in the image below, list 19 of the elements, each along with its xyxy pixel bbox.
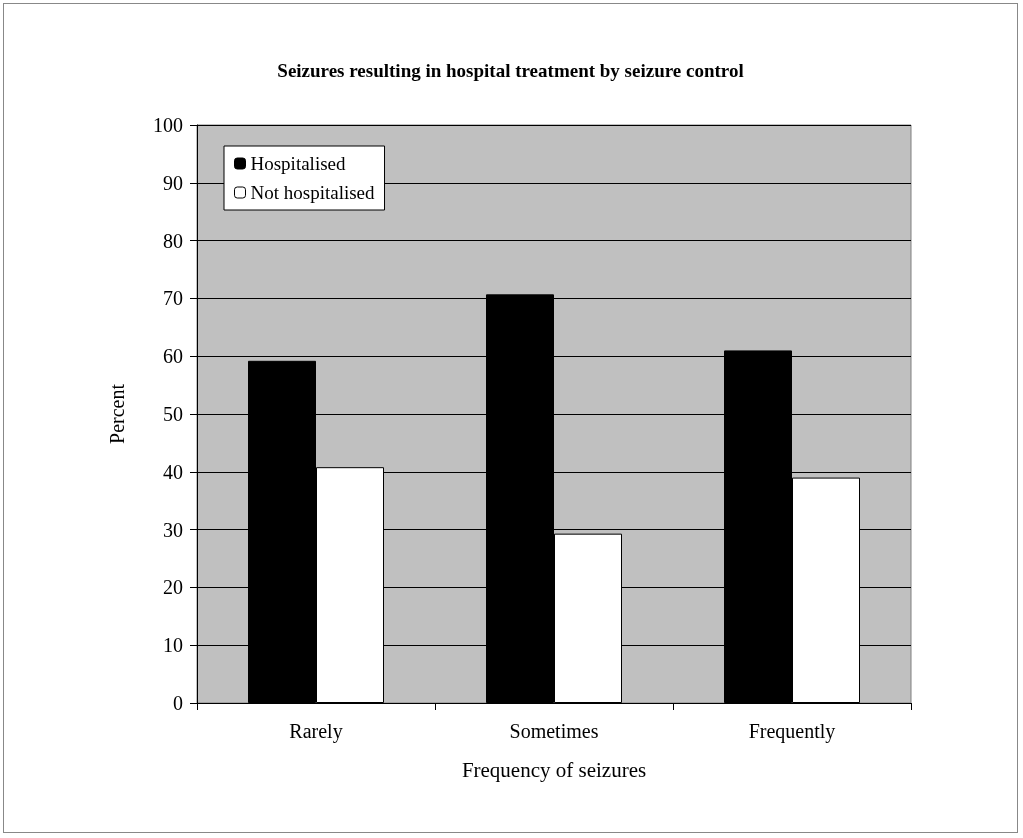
x-axis-title: Frequency of seizures	[461, 757, 647, 782]
y-tick-label: 100	[153, 114, 183, 136]
legend-label: Not hospitalised	[250, 182, 376, 203]
legend-label: Hospitalised	[250, 153, 346, 174]
y-axis-title: Percent	[106, 383, 128, 444]
y-tick-label: 20	[163, 576, 183, 599]
y-tick-label: 40	[163, 460, 183, 483]
x-tick-label: Sometimes	[509, 720, 599, 742]
y-tick-label: 50	[163, 403, 183, 425]
y-tick-label: 90	[163, 171, 183, 194]
y-tick-label: 10	[163, 634, 183, 657]
y-tick-label: 30	[163, 518, 183, 541]
y-tick-label: 60	[163, 345, 183, 368]
chart-title: Seizures resulting in hospital treatment by seizure control	[277, 60, 744, 81]
x-tick-label: Frequently	[748, 720, 836, 743]
y-tick-label: 70	[163, 287, 183, 310]
y-tick-label: 80	[163, 229, 183, 252]
y-tick-label: 0	[173, 692, 183, 714]
x-tick-label: Rarely	[289, 720, 343, 743]
